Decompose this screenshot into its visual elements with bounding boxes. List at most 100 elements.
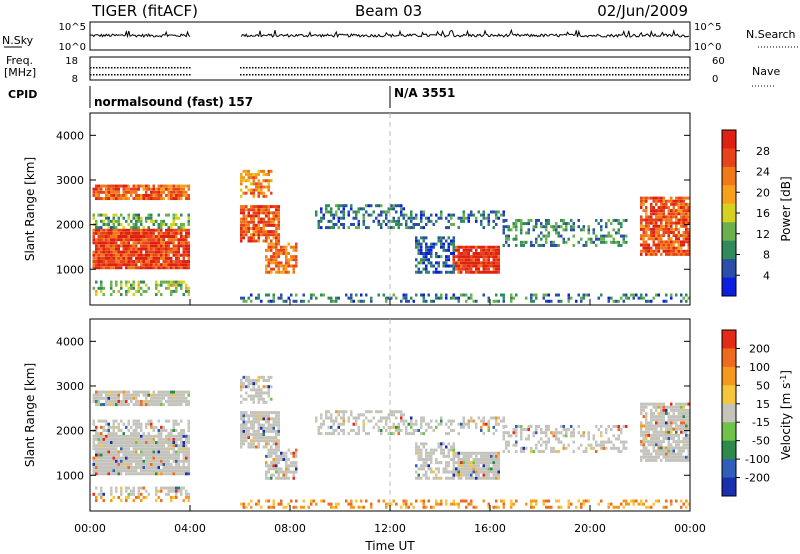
- velocity-cell: [465, 476, 468, 480]
- power-cell: [95, 263, 98, 267]
- power-cell: [155, 250, 158, 254]
- power-cell: [275, 217, 278, 221]
- power-cell: [292, 248, 295, 252]
- power-cell: [127, 228, 130, 232]
- power-cell: [485, 258, 488, 262]
- power-cell: [685, 234, 688, 238]
- power-cell: [157, 244, 160, 248]
- velocity-cell: [682, 455, 685, 459]
- power-cell: [472, 264, 475, 268]
- power-cell: [120, 260, 123, 264]
- power-cell: [257, 205, 260, 209]
- velocity-cell: [157, 459, 160, 463]
- power-cell: [555, 293, 558, 297]
- power-cell: [665, 199, 668, 203]
- freq-point: [186, 67, 188, 69]
- power-cell: [682, 240, 685, 244]
- velocity-cell: [265, 470, 268, 474]
- power-cell: [265, 185, 268, 189]
- power-cell: [145, 219, 148, 223]
- velocity-cell: [102, 403, 105, 407]
- power-cell: [160, 256, 163, 260]
- velocity-cell: [120, 434, 123, 438]
- velocity-cell: [537, 449, 540, 453]
- velocity-cell: [107, 453, 110, 457]
- power-cell: [540, 225, 543, 229]
- velocity-cell: [420, 467, 423, 471]
- velocity-cell: [405, 499, 408, 503]
- power-cell: [157, 283, 160, 287]
- velocity-cell: [240, 394, 243, 398]
- velocity-cell: [582, 449, 585, 453]
- power-cell: [102, 228, 105, 232]
- velocity-cell: [120, 462, 123, 466]
- velocity-cell: [275, 411, 278, 415]
- power-cell: [120, 280, 123, 284]
- velocity-cell: [487, 451, 490, 455]
- velocity-cell: [485, 464, 488, 468]
- velocity-cell: [490, 457, 493, 461]
- power-cell: [260, 191, 263, 195]
- velocity-cell: [105, 419, 108, 423]
- velocity-cell: [430, 470, 433, 474]
- velocity-cell: [157, 466, 160, 470]
- power-cell: [262, 220, 265, 224]
- velocity-cell: [147, 492, 150, 496]
- power-cell: [182, 187, 185, 191]
- velocity-cell: [172, 390, 175, 394]
- velocity-cell: [135, 422, 138, 426]
- power-cell: [275, 230, 278, 234]
- velocity-cell: [452, 461, 455, 465]
- power-cell: [392, 207, 395, 211]
- power-cell: [680, 206, 683, 209]
- velocity-cell: [155, 472, 158, 476]
- velocity-cell: [287, 464, 290, 468]
- power-cell: [655, 252, 658, 256]
- freq-point: [381, 67, 383, 69]
- power-cell: [122, 263, 125, 267]
- velocity-cell: [685, 418, 688, 422]
- velocity-cell: [137, 403, 140, 407]
- power-cell: [187, 256, 190, 260]
- freq-point: [390, 67, 392, 69]
- velocity-cell: [180, 450, 183, 454]
- velocity-cell: [687, 446, 690, 450]
- velocity-cell: [150, 437, 153, 441]
- velocity-cell: [360, 505, 363, 509]
- velocity-cell: [92, 456, 95, 460]
- power-cell: [245, 230, 248, 234]
- velocity-cell: [392, 432, 395, 436]
- nave-point: [675, 74, 677, 76]
- velocity-cell: [185, 403, 188, 407]
- velocity-cell: [252, 382, 255, 386]
- velocity-cell: [480, 467, 483, 471]
- velocity-cell: [185, 450, 188, 454]
- velocity-cell: [110, 441, 113, 445]
- power-cell: [527, 222, 530, 226]
- velocity-cell: [257, 436, 260, 440]
- power-cell: [105, 253, 108, 257]
- velocity-cell: [152, 437, 155, 441]
- velocity-cell: [565, 428, 568, 432]
- velocity-cell: [425, 476, 428, 480]
- velocity-cell: [142, 393, 145, 397]
- velocity-cell: [105, 456, 108, 460]
- power-cell: [600, 225, 603, 229]
- power-cell: [510, 299, 513, 303]
- power-cell: [430, 251, 433, 255]
- velocity-cell: [462, 467, 465, 471]
- power-cell: [152, 184, 155, 188]
- velocity-cell: [152, 453, 155, 457]
- power-cell: [150, 253, 153, 257]
- power-cell: [282, 299, 285, 303]
- power-cell: [620, 222, 623, 226]
- power-cell: [107, 266, 110, 270]
- velocity-cell: [245, 420, 248, 424]
- power-cell: [265, 239, 268, 243]
- velocity-cell: [520, 428, 523, 432]
- power-cell: [410, 296, 413, 300]
- velocity-cell: [540, 443, 543, 447]
- power-cell: [107, 256, 110, 260]
- velocity-cell: [170, 403, 173, 407]
- velocity-cell: [275, 445, 278, 449]
